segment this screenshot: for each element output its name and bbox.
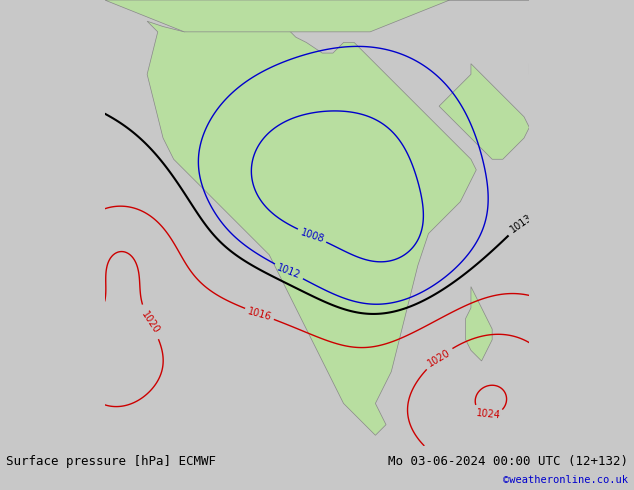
Text: Surface pressure [hPa] ECMWF: Surface pressure [hPa] ECMWF [6,456,216,468]
Text: ©weatheronline.co.uk: ©weatheronline.co.uk [503,475,628,485]
Text: Mo 03-06-2024 00:00 UTC (12+132): Mo 03-06-2024 00:00 UTC (12+132) [387,456,628,468]
Text: 1024: 1024 [476,409,501,421]
Polygon shape [147,21,476,435]
Polygon shape [105,0,529,32]
Text: 1020: 1020 [426,347,452,368]
Text: 1020: 1020 [139,309,161,335]
Polygon shape [529,64,634,180]
Text: 1012: 1012 [276,262,302,280]
Polygon shape [465,287,492,361]
Polygon shape [439,64,529,159]
Text: 1016: 1016 [247,306,273,322]
Text: 1013: 1013 [508,213,534,235]
Text: 1008: 1008 [299,227,325,244]
